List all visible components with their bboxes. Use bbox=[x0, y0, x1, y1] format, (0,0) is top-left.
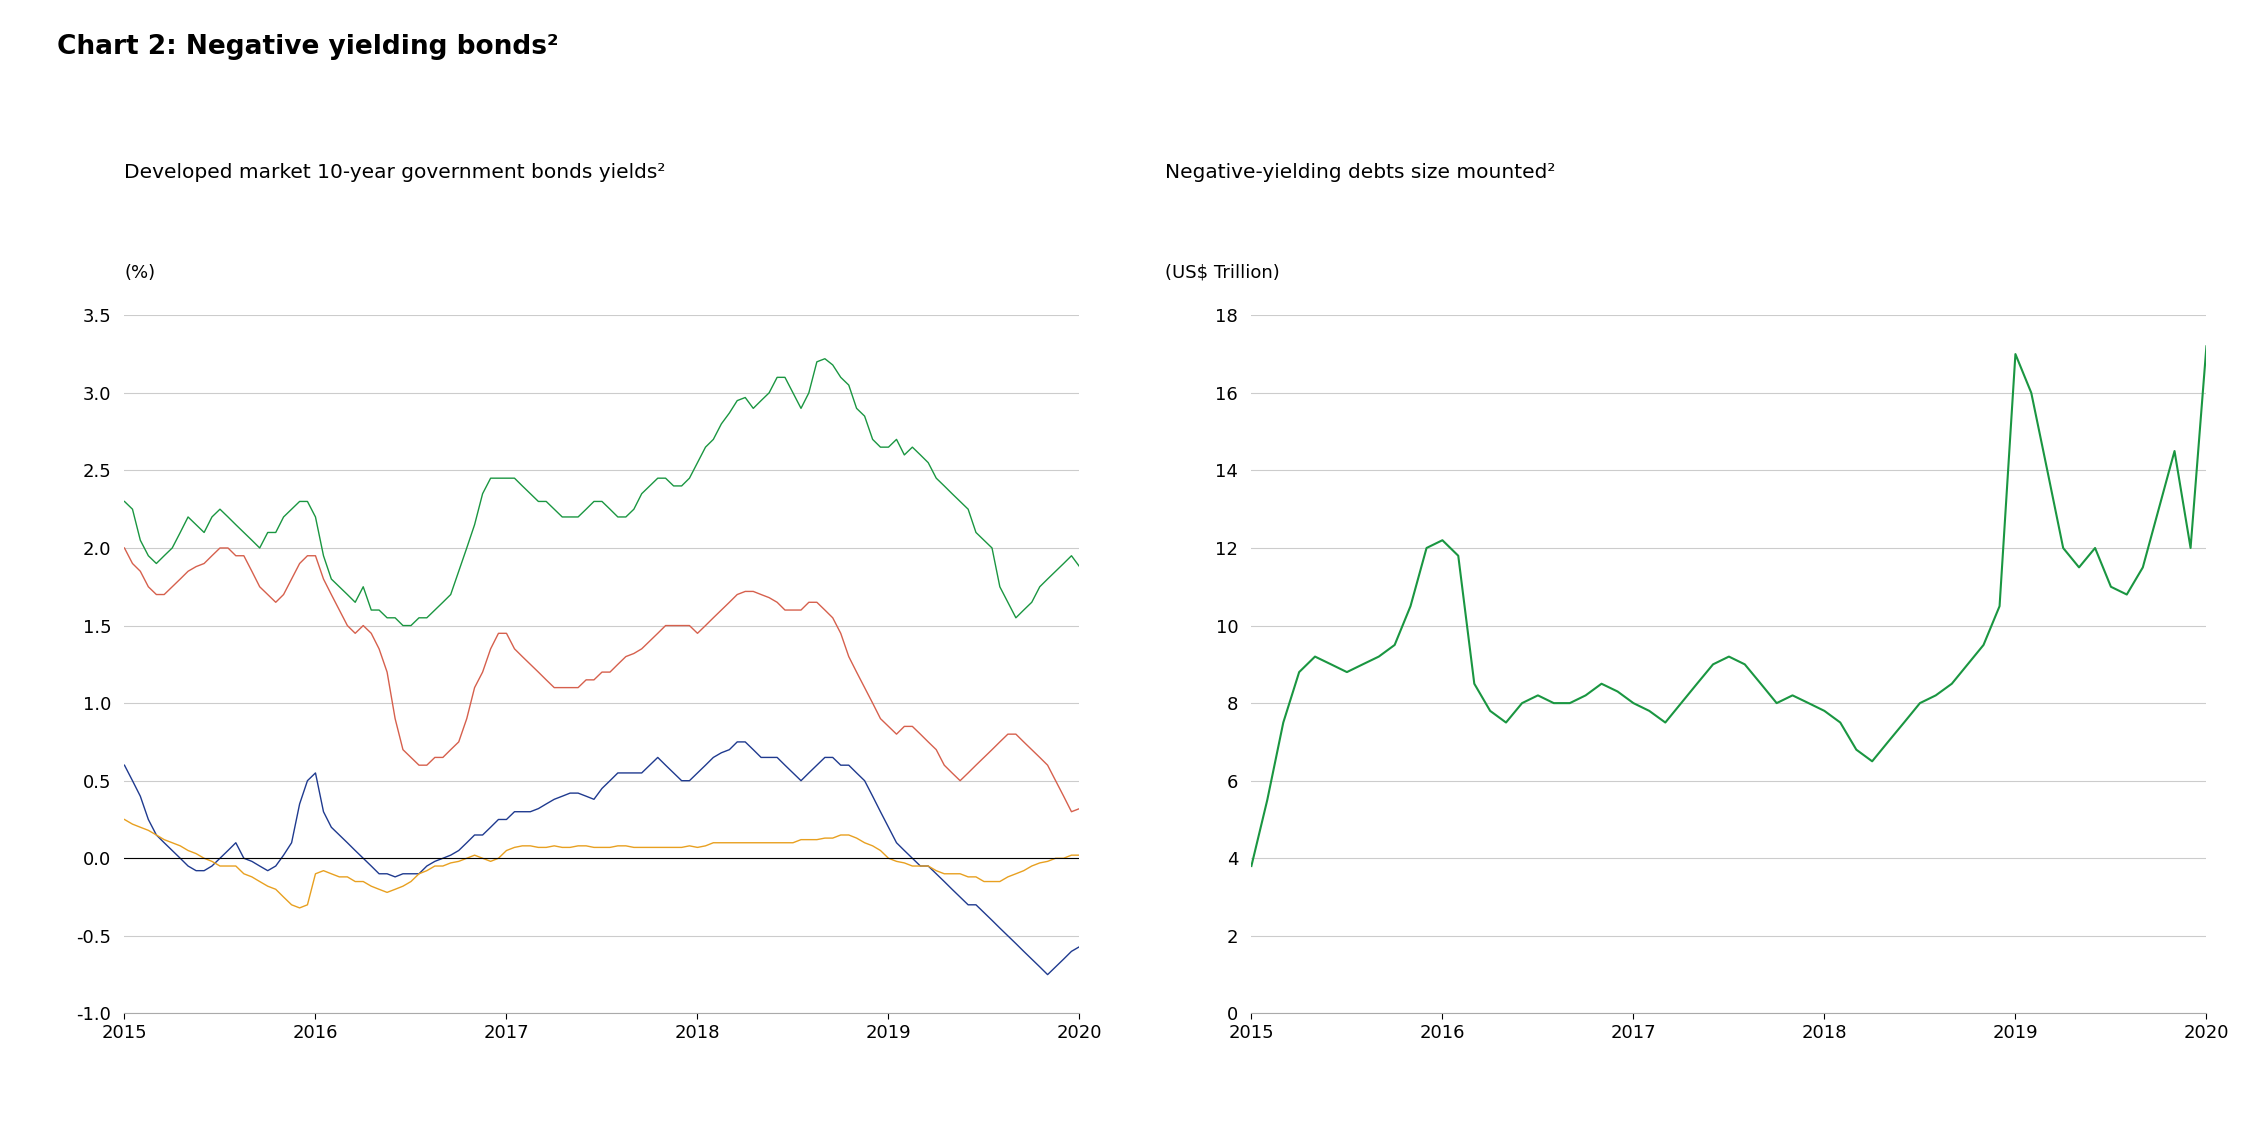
Germany bbox=[206, 851, 233, 865]
Japan bbox=[715, 835, 742, 849]
Japan bbox=[285, 901, 312, 914]
US bbox=[525, 494, 552, 508]
Germany bbox=[1009, 945, 1036, 958]
US bbox=[1018, 596, 1046, 609]
UK bbox=[756, 591, 783, 605]
US bbox=[1066, 560, 1093, 573]
Germany bbox=[763, 751, 790, 765]
UK bbox=[1057, 805, 1084, 819]
UK bbox=[1003, 727, 1030, 741]
UK bbox=[333, 619, 360, 633]
Germany bbox=[1034, 968, 1061, 982]
Text: (%): (%) bbox=[124, 263, 156, 282]
US bbox=[763, 370, 790, 384]
Line: Japan: Japan bbox=[124, 820, 1079, 908]
Japan bbox=[1066, 848, 1093, 861]
US bbox=[111, 494, 138, 508]
US bbox=[715, 406, 742, 420]
Japan bbox=[1009, 864, 1036, 877]
Japan bbox=[111, 813, 138, 826]
UK bbox=[111, 542, 138, 555]
US bbox=[812, 352, 840, 366]
Germany bbox=[708, 747, 735, 760]
UK bbox=[1066, 802, 1093, 815]
Germany bbox=[516, 805, 543, 819]
Line: UK: UK bbox=[124, 548, 1079, 812]
Line: US: US bbox=[124, 359, 1079, 626]
Japan bbox=[206, 859, 233, 873]
Text: (US$ Trillion): (US$ Trillion) bbox=[1165, 263, 1281, 282]
Text: Developed market 10-year government bonds yields²: Developed market 10-year government bond… bbox=[124, 163, 665, 182]
US bbox=[333, 588, 360, 601]
Text: Chart 2: Negative yielding bonds²: Chart 2: Negative yielding bonds² bbox=[57, 34, 559, 60]
Japan bbox=[763, 835, 790, 849]
UK bbox=[516, 658, 543, 671]
Germany bbox=[724, 735, 751, 749]
US bbox=[206, 502, 233, 516]
Japan bbox=[342, 875, 369, 888]
Text: Negative-yielding debts size mounted²: Negative-yielding debts size mounted² bbox=[1165, 163, 1557, 182]
UK bbox=[206, 542, 233, 555]
Japan bbox=[525, 841, 552, 855]
US bbox=[389, 619, 416, 633]
Germany bbox=[333, 835, 360, 849]
Germany bbox=[1066, 940, 1093, 954]
Line: Germany: Germany bbox=[124, 742, 1079, 975]
UK bbox=[708, 604, 735, 617]
Germany bbox=[111, 759, 138, 772]
